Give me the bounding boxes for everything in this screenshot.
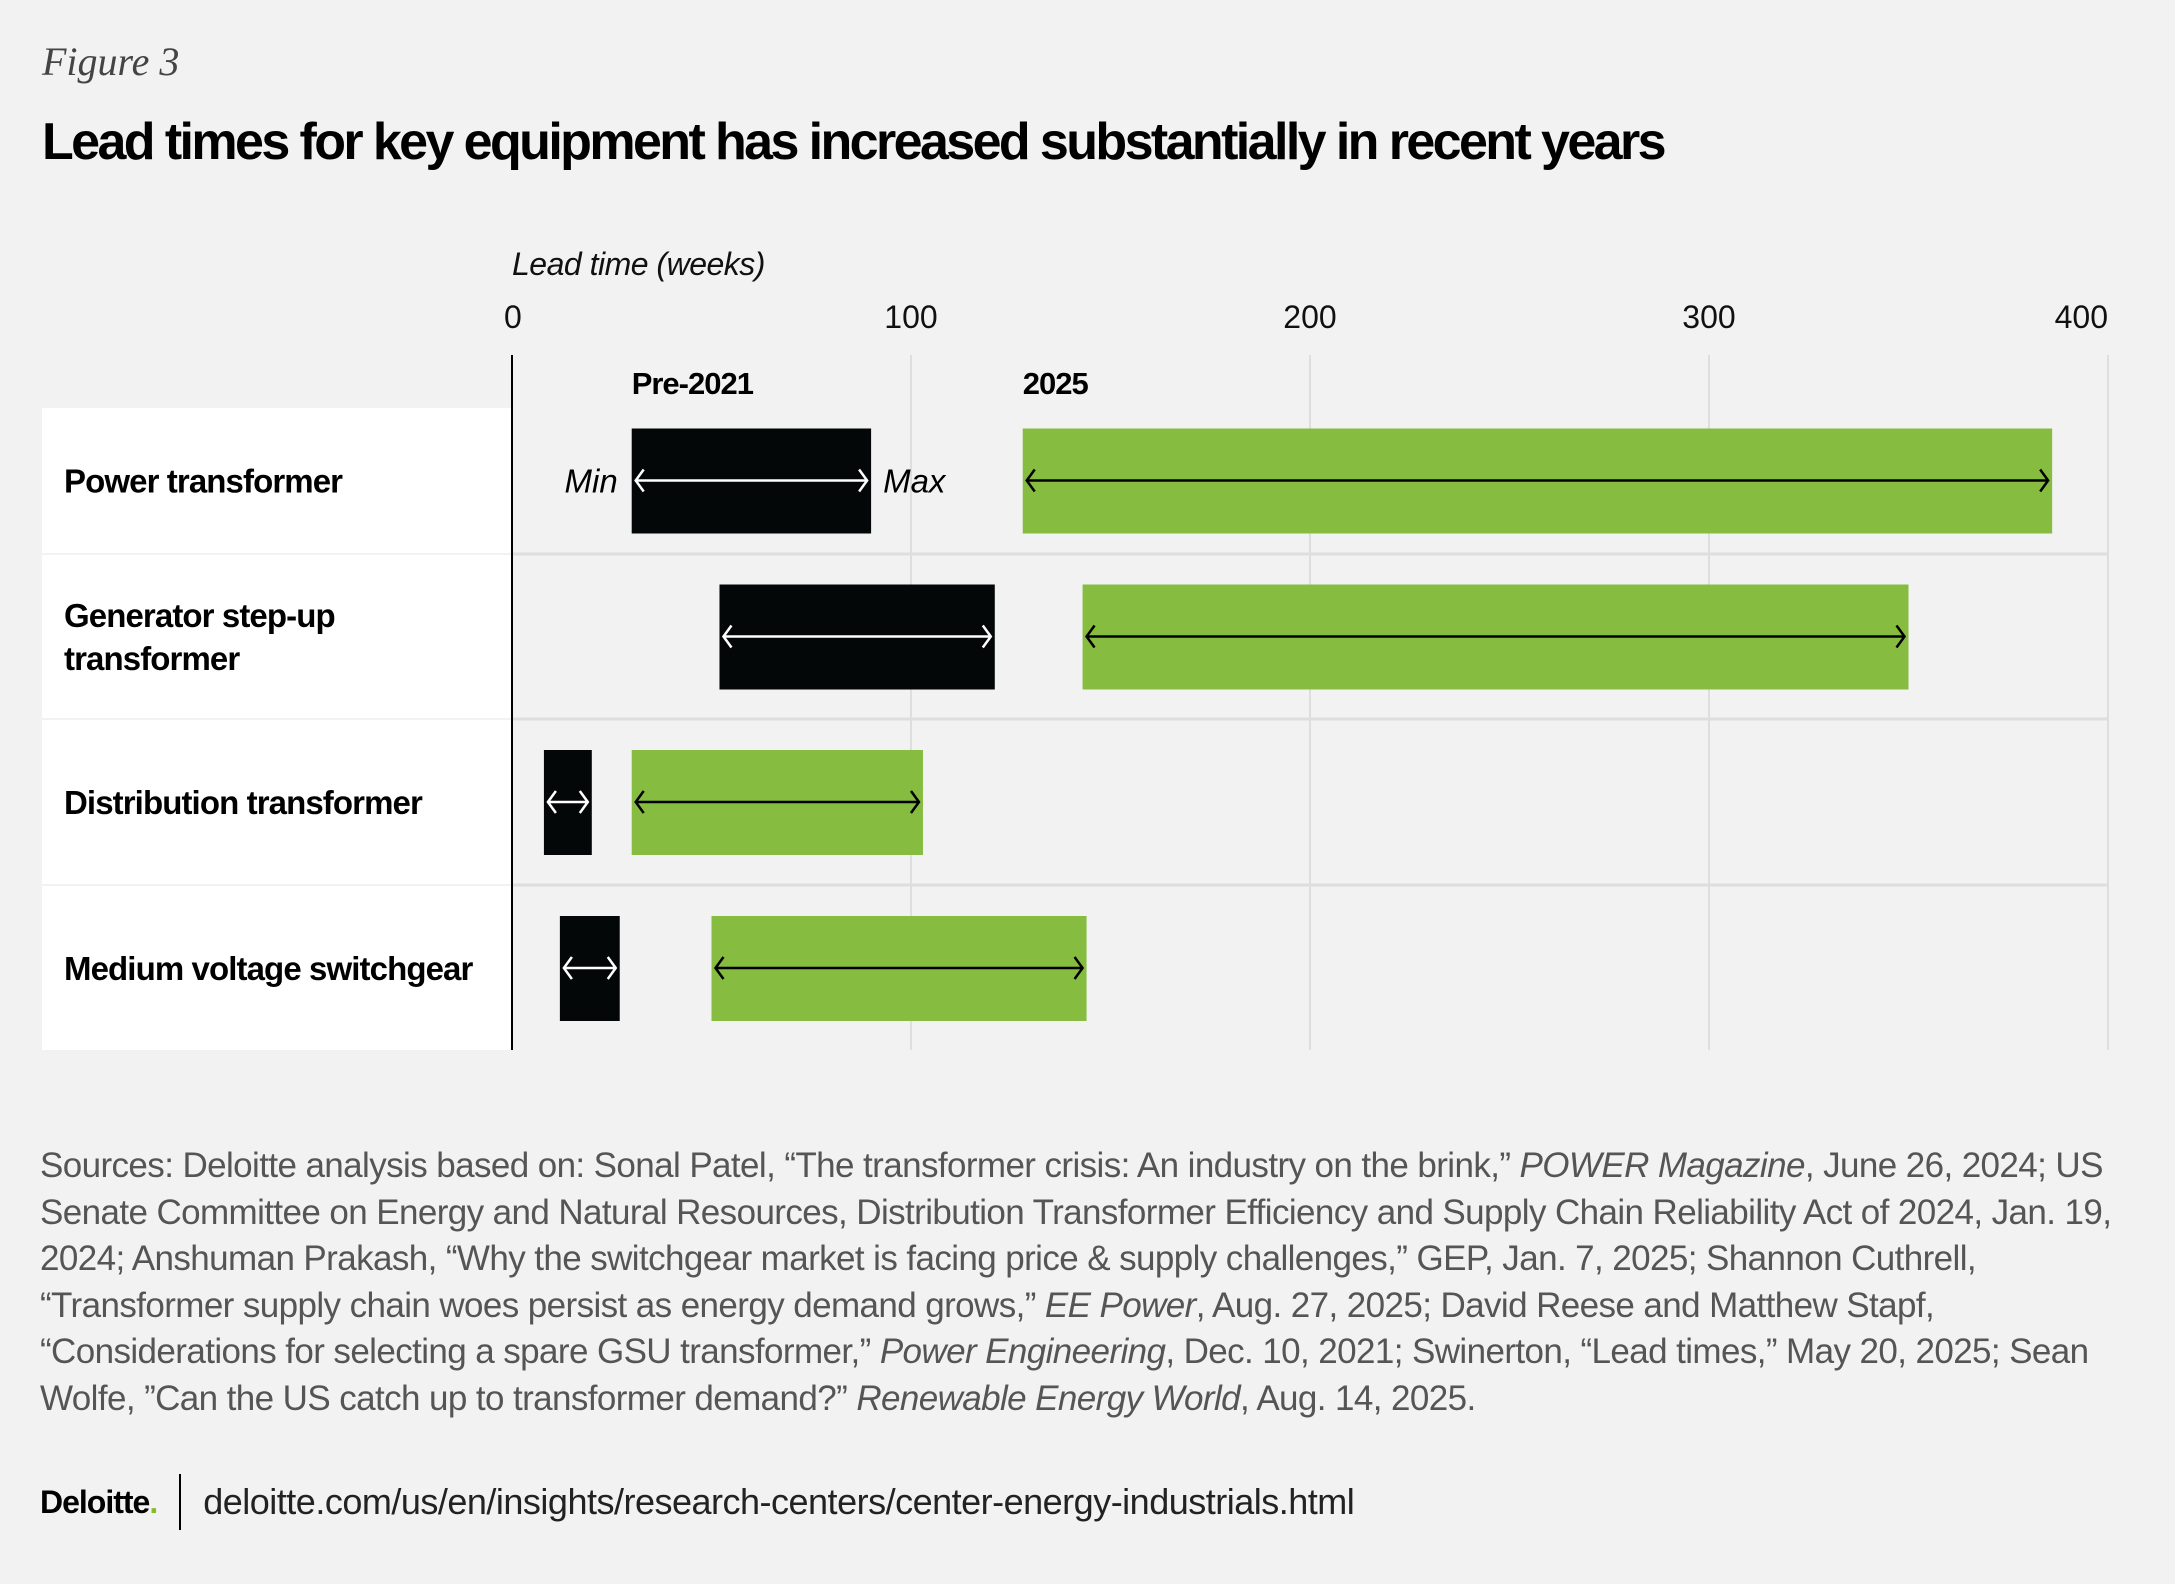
category-label: Medium voltage switchgear (64, 950, 473, 987)
sources-note: Sources: Deloitte analysis based on: Son… (40, 1143, 2130, 1422)
range-arrow-icon (1025, 468, 2050, 493)
range-arrow-icon (1085, 624, 1907, 649)
source-text: , Dec. 10, 2021; Swinerton, “Lead times,… (40, 1332, 2089, 1418)
source-text: EE Power (1044, 1285, 1196, 1325)
source-text: , Aug. 27, 2025; David Reese and Matthew… (40, 1285, 1935, 1372)
row-label-panel (42, 720, 512, 884)
category-label: Distribution transformer (64, 784, 423, 821)
range-arrow-icon (713, 956, 1085, 980)
figure-label: Figure 3 (42, 39, 180, 84)
row-label-panel (42, 886, 512, 1050)
x-tick-label: 400 (2055, 299, 2108, 335)
category-label: Power transformer (64, 463, 343, 500)
footer: Deloitte. deloitte.com/us/en/insights/re… (40, 1474, 1355, 1530)
source-text: Sources: Deloitte analysis based on: Son… (40, 1146, 1520, 1185)
range-arrow-icon (634, 790, 921, 814)
source-text: , June 26, 2024; US Senate Committee on … (40, 1146, 2112, 1325)
series-label-pre-2021: Pre-2021 (632, 366, 754, 401)
min-label: Min (565, 463, 618, 500)
category-label: transformer (64, 640, 240, 677)
x-tick-label: 200 (1283, 299, 1336, 335)
footer-divider (179, 1474, 182, 1530)
chart-title: Lead times for key equipment has increas… (42, 113, 1667, 171)
x-axis-title: Lead time (weeks) (512, 246, 765, 282)
row-label-panel (42, 555, 512, 718)
source-text: POWER Magazine (1519, 1146, 1806, 1185)
x-tick-label: 100 (884, 299, 937, 335)
range-arrow-icon (634, 468, 869, 493)
deloitte-logo: Deloitte. (40, 1483, 158, 1520)
source-text: Renewable Energy World (856, 1378, 1240, 1418)
source-text: , Aug. 14, 2025. (1240, 1378, 1476, 1418)
footer-url[interactable]: deloitte.com/us/en/insights/research-cen… (203, 1481, 1355, 1522)
max-label: Max (883, 463, 947, 500)
range-arrow-icon (546, 790, 590, 814)
row-label-panel (42, 408, 512, 553)
source-text: Power Engineering (879, 1332, 1166, 1371)
x-tick-label: 300 (1682, 299, 1735, 335)
range-arrow-icon (562, 956, 618, 980)
category-label: Generator step-up (64, 597, 335, 634)
series-label-2025: 2025 (1023, 366, 1089, 401)
range-arrow-icon (721, 624, 993, 649)
range-bar-chart: 0 100 200 300 400 Lead time (weeks) Power tran… (42, 246, 2109, 1050)
x-tick-label: 0 (504, 299, 522, 335)
